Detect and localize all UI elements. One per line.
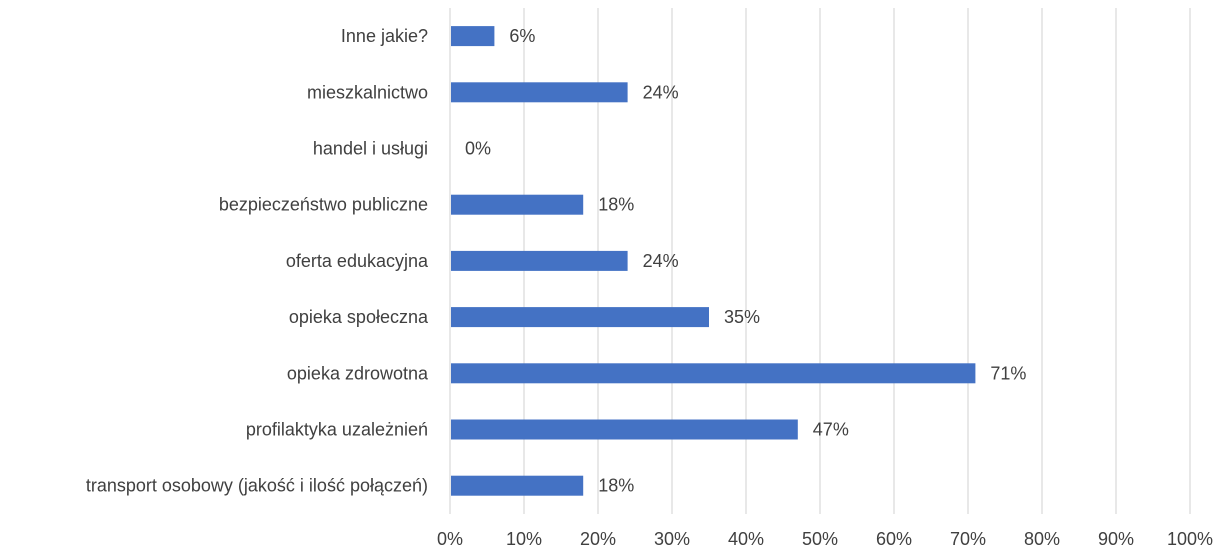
x-tick-label: 0% xyxy=(437,529,463,549)
bar xyxy=(451,250,628,271)
category-label: opieka zdrowotna xyxy=(287,363,429,383)
bar xyxy=(451,475,584,496)
bar xyxy=(451,307,709,328)
value-label: 18% xyxy=(598,195,634,215)
x-tick-label: 90% xyxy=(1098,529,1134,549)
bar xyxy=(451,82,628,103)
category-label: Inne jakie? xyxy=(341,26,428,46)
x-tick-label: 70% xyxy=(950,529,986,549)
value-label: 24% xyxy=(643,82,679,102)
x-tick-label: 40% xyxy=(728,529,764,549)
x-tick-label: 80% xyxy=(1024,529,1060,549)
value-label: 6% xyxy=(509,26,535,46)
category-label: opieka społeczna xyxy=(289,307,429,327)
bar xyxy=(451,419,798,440)
value-labels: 6% 24% 0% 18% 24% 35% 71% 47% 18% xyxy=(465,26,1026,496)
x-tick-label: 50% xyxy=(802,529,838,549)
value-label: 24% xyxy=(643,251,679,271)
category-label: mieszkalnictwo xyxy=(307,82,428,102)
category-label: profilaktyka uzależnień xyxy=(246,420,428,440)
x-tick-label: 30% xyxy=(654,529,690,549)
x-tick-label: 100% xyxy=(1167,529,1213,549)
category-label: oferta edukacyjna xyxy=(286,251,429,271)
category-label: handel i usługi xyxy=(313,139,428,159)
bars xyxy=(451,26,976,496)
x-tick-label: 10% xyxy=(506,529,542,549)
value-label: 0% xyxy=(465,139,491,159)
bar xyxy=(451,363,976,384)
category-labels: Inne jakie? mieszkalnictwo handel i usługi… xyxy=(86,26,429,496)
category-label: transport osobowy (jakość i ilość połącz… xyxy=(86,476,428,496)
bar xyxy=(451,26,495,47)
value-label: 18% xyxy=(598,476,634,496)
value-label: 47% xyxy=(813,420,849,440)
value-label: 71% xyxy=(990,363,1026,383)
category-label: bezpieczeństwo publiczne xyxy=(219,195,428,215)
x-tick-labels: 0% 10% 20% 30% 40% 50% 60% 70% 80% 90% 100% xyxy=(437,529,1213,549)
value-label: 35% xyxy=(724,307,760,327)
bar xyxy=(451,194,584,215)
x-tick-label: 60% xyxy=(876,529,912,549)
x-tick-label: 20% xyxy=(580,529,616,549)
